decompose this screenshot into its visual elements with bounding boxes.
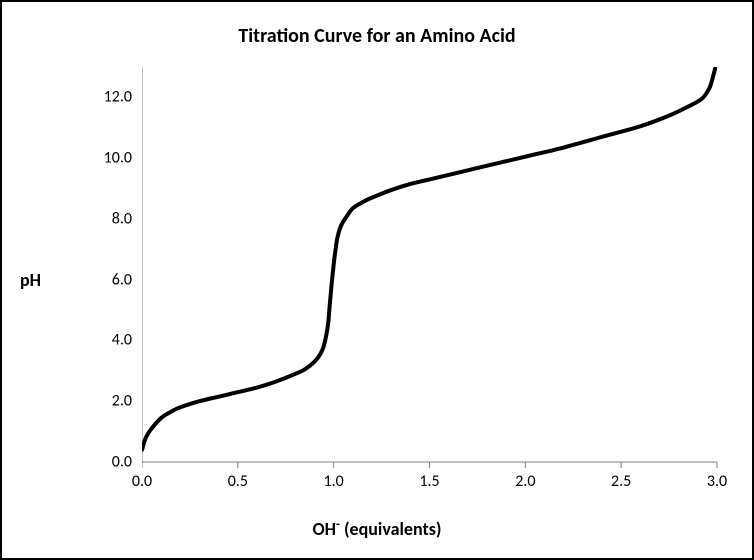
xtick-label: 1.5 bbox=[419, 472, 439, 491]
y-axis-label: pH bbox=[20, 269, 41, 291]
chart-title: Titration Curve for an Amino Acid bbox=[2, 24, 752, 48]
xlabel-suffix: (equivalents) bbox=[340, 518, 442, 540]
titration-curve bbox=[142, 69, 715, 450]
xlabel-prefix: OH bbox=[312, 518, 336, 540]
ytick-label: 12.0 bbox=[92, 88, 132, 107]
ytick-label: 4.0 bbox=[92, 331, 132, 350]
xtick-label: 1.0 bbox=[324, 472, 344, 491]
plot-svg bbox=[142, 67, 729, 474]
xtick-label: 2.0 bbox=[515, 472, 535, 491]
x-axis-label: OH- (equivalents) bbox=[2, 517, 752, 540]
xtick-label: 2.5 bbox=[611, 472, 631, 491]
xtick-label: 0.0 bbox=[132, 472, 152, 491]
ytick-label: 0.0 bbox=[92, 453, 132, 472]
ytick-label: 2.0 bbox=[92, 392, 132, 411]
ytick-label: 8.0 bbox=[92, 209, 132, 228]
xtick-label: 0.5 bbox=[228, 472, 248, 491]
ytick-label: 6.0 bbox=[92, 270, 132, 289]
xtick-label: 3.0 bbox=[707, 472, 727, 491]
chart-frame: Titration Curve for an Amino Acid pH OH-… bbox=[0, 0, 754, 560]
ytick-label: 10.0 bbox=[92, 149, 132, 168]
